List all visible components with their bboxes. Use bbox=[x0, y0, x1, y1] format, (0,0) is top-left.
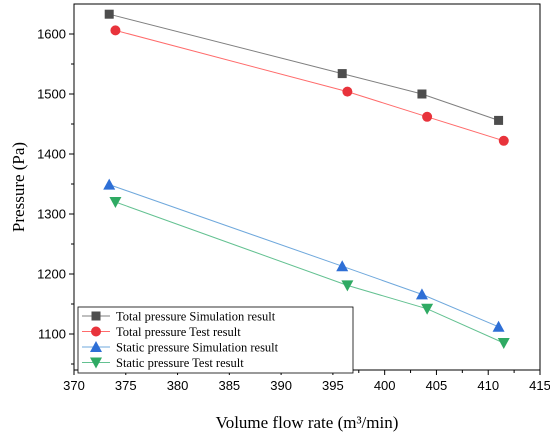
y-tick-label: 1600 bbox=[37, 27, 66, 42]
data-point bbox=[498, 135, 509, 146]
y-tick-label: 1300 bbox=[37, 207, 66, 222]
x-tick-label: 405 bbox=[426, 378, 448, 393]
data-point bbox=[417, 89, 427, 99]
data-point bbox=[336, 260, 349, 272]
data-point bbox=[337, 69, 347, 79]
legend-marker bbox=[91, 326, 101, 337]
data-point bbox=[103, 178, 116, 190]
data-point bbox=[415, 288, 428, 300]
series-line bbox=[109, 184, 499, 328]
data-point bbox=[104, 9, 114, 19]
legend-marker bbox=[90, 357, 102, 369]
series-4 bbox=[109, 197, 510, 349]
legend-label: Total pressure Simulation result bbox=[116, 310, 276, 324]
legend-label: Static pressure Simulation result bbox=[116, 341, 279, 355]
x-tick-label: 400 bbox=[374, 378, 396, 393]
series-2 bbox=[110, 25, 509, 146]
x-tick-label: 380 bbox=[167, 378, 189, 393]
data-point bbox=[110, 25, 121, 36]
legend-label: Total pressure Test result bbox=[116, 325, 241, 339]
data-point bbox=[422, 111, 433, 122]
y-tick-label: 1400 bbox=[37, 147, 66, 162]
x-axis-title: Volume flow rate (m³/min) bbox=[216, 413, 399, 432]
data-point bbox=[421, 303, 434, 315]
data-point bbox=[494, 115, 504, 125]
y-tick-label: 1100 bbox=[38, 327, 66, 342]
legend-box bbox=[77, 306, 354, 374]
x-tick-label: 410 bbox=[477, 378, 499, 393]
y-axis: 1100 1200 1300 1400 1500 1600 bbox=[37, 27, 74, 365]
data-point bbox=[341, 280, 354, 292]
x-tick-label: 415 bbox=[529, 378, 550, 393]
series-line bbox=[115, 201, 504, 344]
data-point bbox=[492, 320, 505, 332]
x-axis: 370 375 380 385 390 395 400 405 410 415 bbox=[63, 370, 550, 393]
y-tick-label: 1500 bbox=[37, 87, 66, 102]
y-axis-title: Pressure (Pa) bbox=[9, 142, 28, 232]
data-point bbox=[342, 86, 353, 97]
series-3 bbox=[103, 178, 505, 332]
series-line bbox=[115, 29, 504, 142]
legend-marker bbox=[90, 341, 102, 352]
x-tick-label: 390 bbox=[270, 378, 292, 393]
x-tick-label: 395 bbox=[322, 378, 344, 393]
series-line bbox=[109, 13, 499, 121]
data-point bbox=[109, 197, 122, 208]
series-layer bbox=[103, 9, 510, 349]
y-tick-label: 1200 bbox=[37, 267, 66, 282]
x-tick-label: 375 bbox=[115, 378, 137, 393]
data-point bbox=[497, 338, 510, 349]
series-1 bbox=[104, 9, 504, 125]
x-tick-label: 385 bbox=[218, 378, 240, 393]
legend-label: Static pressure Test result bbox=[116, 356, 244, 370]
legend-marker bbox=[91, 311, 101, 321]
x-tick-label: 370 bbox=[63, 378, 85, 393]
